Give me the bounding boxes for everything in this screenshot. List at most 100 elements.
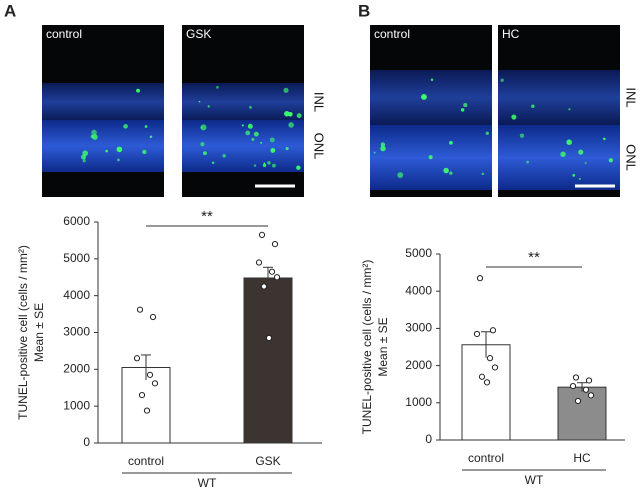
y-tick-label: 3000 bbox=[63, 325, 90, 339]
panel-label: A bbox=[4, 1, 16, 20]
layer-label: INL bbox=[624, 87, 639, 107]
x-tick-label: GSK bbox=[255, 454, 280, 468]
fluorescent-spot bbox=[449, 141, 453, 145]
image-label: HC bbox=[502, 27, 520, 41]
data-point bbox=[273, 274, 281, 281]
fluorescent-spot bbox=[270, 148, 276, 153]
significance-label: ** bbox=[201, 208, 213, 225]
fluorescent-spot bbox=[428, 155, 433, 160]
y-tick-label: 4000 bbox=[405, 283, 432, 297]
data-point bbox=[143, 407, 151, 414]
fluorescent-spot bbox=[373, 151, 376, 154]
fluorescent-spot bbox=[260, 141, 263, 144]
layer-label: ONL bbox=[624, 144, 639, 171]
data-point bbox=[136, 306, 144, 313]
fluorescent-spot bbox=[200, 124, 207, 131]
fluorescent-spot bbox=[288, 112, 293, 117]
y-axis-label: TUNEL-positive cell (cells / mm²) bbox=[16, 245, 30, 420]
data-point bbox=[151, 380, 159, 387]
y-tick-label: 0 bbox=[83, 435, 90, 449]
fluorescent-spot bbox=[253, 164, 257, 167]
fluorescent-spot bbox=[245, 130, 251, 136]
data-point bbox=[569, 382, 577, 390]
fluorescent-spot bbox=[288, 122, 294, 128]
y-tick-label: 5000 bbox=[63, 251, 90, 265]
fluorescent-spot bbox=[531, 104, 535, 109]
fluorescent-spot bbox=[608, 158, 613, 163]
fluorescent-spot bbox=[105, 149, 108, 153]
fluorescent-spot bbox=[202, 151, 207, 156]
fluorescent-spot bbox=[198, 100, 201, 103]
layer-label: INL bbox=[312, 92, 327, 112]
fluorescent-spot bbox=[568, 108, 571, 111]
fluorescent-spot bbox=[211, 161, 215, 165]
significance-label: ** bbox=[528, 249, 540, 266]
fluorescent-spot bbox=[449, 171, 453, 175]
data-point bbox=[268, 268, 276, 275]
fluorescent-spot bbox=[267, 161, 271, 165]
fluorescent-spot bbox=[253, 131, 259, 137]
fluorescent-spot bbox=[272, 163, 276, 168]
fluorescent-spot bbox=[463, 103, 468, 108]
y-tick-label: 1000 bbox=[63, 398, 90, 412]
fluorescent-spot bbox=[430, 78, 434, 82]
data-point bbox=[265, 334, 273, 342]
inl-band bbox=[498, 70, 620, 125]
fluorescent-spot bbox=[262, 163, 267, 168]
data-point bbox=[258, 231, 266, 238]
data-point bbox=[149, 313, 157, 321]
fluorescent-spot bbox=[142, 149, 147, 155]
fluorescent-spot bbox=[572, 174, 576, 177]
micrographs bbox=[42, 25, 620, 197]
data-point bbox=[473, 330, 481, 338]
inl-band bbox=[42, 83, 164, 121]
x-tick-label: HC bbox=[573, 451, 591, 465]
y-tick-label: 2000 bbox=[405, 358, 432, 372]
fluorescent-spot bbox=[481, 172, 485, 176]
onl-band bbox=[498, 125, 620, 190]
y-tick-label: 3000 bbox=[405, 321, 432, 335]
fluorescent-spot bbox=[519, 133, 525, 138]
fluorescent-spot bbox=[144, 125, 148, 128]
data-point bbox=[133, 355, 141, 362]
y-tick-label: 4000 bbox=[63, 288, 90, 302]
fluorescent-spot bbox=[263, 162, 266, 165]
data-point bbox=[483, 379, 491, 386]
fluorescent-spot bbox=[251, 137, 255, 141]
data-point bbox=[478, 373, 486, 380]
x-tick-label: control bbox=[468, 451, 504, 465]
bar bbox=[243, 277, 293, 444]
fluorescent-spot bbox=[421, 93, 427, 100]
group-label: WT bbox=[525, 473, 544, 487]
fluorescent-spot bbox=[380, 142, 386, 147]
fluorescent-spot bbox=[82, 150, 89, 157]
fluorescent-spot bbox=[443, 167, 449, 174]
fluorescent-spot bbox=[283, 87, 289, 93]
fluorescent-spot bbox=[296, 165, 301, 170]
image-label: control bbox=[374, 27, 410, 41]
y-tick-label: 1000 bbox=[405, 395, 432, 409]
fluorescent-spot bbox=[578, 149, 584, 155]
fluorescent-spot bbox=[82, 159, 86, 163]
fluorescent-spot bbox=[249, 105, 252, 109]
onl-band bbox=[182, 120, 304, 172]
y-tick-label: 5000 bbox=[405, 246, 432, 260]
fluorescent-spot bbox=[117, 158, 120, 162]
y-tick-label: 6000 bbox=[63, 214, 90, 228]
fluorescent-spot bbox=[511, 114, 517, 120]
data-point bbox=[271, 241, 279, 248]
fluorescent-spot bbox=[296, 113, 302, 119]
fluorescent-spot bbox=[269, 137, 275, 143]
fluorescent-spot bbox=[584, 162, 587, 165]
fluorescent-spot bbox=[526, 160, 529, 164]
bar bbox=[461, 344, 511, 441]
fluorescent-spot bbox=[603, 137, 606, 141]
data-point bbox=[260, 283, 268, 290]
y-axis-label: Mean ± SE bbox=[376, 317, 390, 376]
fluorescent-spot bbox=[123, 124, 128, 129]
y-axis-label: TUNEL-positive cell (cells / mm²) bbox=[360, 260, 374, 435]
fluorescent-spot bbox=[285, 147, 289, 151]
data-point bbox=[489, 327, 497, 334]
y-axis-label: Mean ± SE bbox=[32, 303, 46, 362]
